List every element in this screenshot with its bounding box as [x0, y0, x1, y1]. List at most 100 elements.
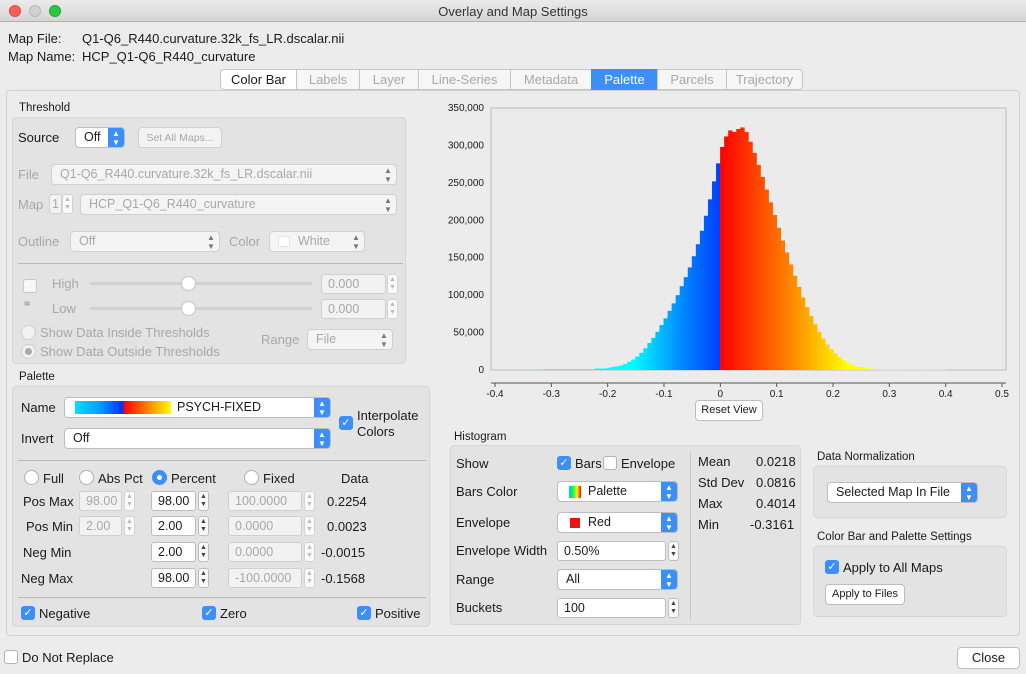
- pos-min-percent-stepper[interactable]: ▲ ▼: [198, 516, 209, 536]
- map-index-field[interactable]: 1: [49, 194, 62, 214]
- map-name-label: Map Name:: [8, 49, 76, 64]
- tab-trajectory[interactable]: Trajectory: [726, 69, 803, 90]
- x-tick-label: 0.3: [882, 389, 896, 400]
- pos-min-percent-field[interactable]: 2.00: [151, 516, 196, 536]
- pos-min-abspct-stepper[interactable]: ▲ ▼: [124, 516, 135, 536]
- pos-max-abspct-stepper[interactable]: ▲ ▼: [124, 491, 135, 511]
- tab-line-series[interactable]: Line-Series: [418, 69, 510, 90]
- histogram-bar: [562, 369, 567, 370]
- threshold-file-select[interactable]: Q1-Q6_R440.curvature.32k_fs_LR.dscalar.n…: [51, 164, 397, 185]
- neg-min-fixed-stepper[interactable]: ▲ ▼: [304, 542, 315, 562]
- interpolate-colors-checkbox[interactable]: ✓: [339, 416, 353, 430]
- tab-color-bar[interactable]: Color Bar: [220, 69, 296, 90]
- close-button[interactable]: Close: [957, 647, 1020, 669]
- high-slider[interactable]: [90, 282, 312, 285]
- histogram-bar: [586, 369, 592, 370]
- divider: [18, 263, 403, 264]
- histogram-bar: [732, 131, 737, 370]
- threshold-range-select[interactable]: File ▲ ▼: [307, 329, 393, 350]
- chevron-updown-icon: ▲ ▼: [384, 196, 392, 214]
- pos-max-percent-field[interactable]: 98.00: [151, 491, 196, 511]
- low-slider[interactable]: [90, 307, 312, 310]
- high-slider-handle[interactable]: [181, 276, 196, 291]
- envelope-width-field[interactable]: 0.50%: [557, 541, 666, 561]
- neg-max-percent-stepper[interactable]: ▲ ▼: [198, 568, 209, 588]
- do-not-replace-label: Do Not Replace: [22, 650, 114, 665]
- mode-abs-pct-radio[interactable]: [79, 470, 94, 485]
- x-tick-label: 0.5: [995, 389, 1009, 400]
- show-inside-radio[interactable]: [21, 325, 36, 340]
- negative-checkbox[interactable]: ✓: [21, 606, 35, 620]
- low-value-stepper[interactable]: ▲ ▼: [387, 299, 398, 319]
- envelope-width-stepper[interactable]: ▲ ▼: [668, 541, 679, 561]
- high-value-field[interactable]: 0.000: [321, 274, 386, 294]
- do-not-replace-checkbox[interactable]: [4, 650, 18, 664]
- map-index-stepper[interactable]: ▲ ▼: [62, 194, 73, 214]
- pos-max-abspct-field[interactable]: 98.00: [79, 491, 122, 511]
- threshold-map-select[interactable]: HCP_Q1-Q6_R440_curvature ▲ ▼: [80, 194, 397, 215]
- histogram-bar: [853, 366, 858, 370]
- bars-checkbox[interactable]: ✓: [557, 456, 571, 470]
- map-name-value: HCP_Q1-Q6_R440_curvature: [82, 49, 256, 64]
- low-slider-handle[interactable]: [181, 301, 196, 316]
- threshold-link-checkbox[interactable]: [23, 279, 37, 293]
- histogram-bar: [643, 348, 648, 370]
- neg-min-fixed-field[interactable]: 0.0000: [228, 542, 302, 562]
- invert-label: Invert: [21, 431, 54, 446]
- normalization-title: Data Normalization: [817, 451, 915, 463]
- pos-max-percent-stepper[interactable]: ▲ ▼: [198, 491, 209, 511]
- map-file-value: Q1-Q6_R440.curvature.32k_fs_LR.dscalar.n…: [82, 31, 345, 46]
- positive-checkbox[interactable]: ✓: [357, 606, 371, 620]
- palette-name-select[interactable]: PSYCH-FIXED ▲ ▼: [64, 397, 331, 418]
- x-tick-label: 0.1: [770, 389, 784, 400]
- minimize-window-icon[interactable]: [29, 5, 41, 17]
- buckets-stepper[interactable]: ▲ ▼: [668, 598, 679, 618]
- normalization-select[interactable]: Selected Map In File ▲ ▼: [827, 482, 978, 503]
- histogram-range-select[interactable]: All ▲ ▼: [557, 569, 678, 590]
- reset-view-button[interactable]: Reset View: [695, 400, 763, 421]
- envelope-checkbox[interactable]: [603, 456, 617, 470]
- high-value-stepper[interactable]: ▲ ▼: [387, 274, 398, 294]
- histogram-bar: [829, 349, 834, 370]
- apply-all-maps-checkbox[interactable]: ✓: [825, 560, 839, 574]
- stat-stddev-value: 0.0816: [756, 475, 796, 490]
- pos-min-fixed-stepper[interactable]: ▲ ▼: [304, 516, 315, 536]
- close-window-icon[interactable]: [9, 5, 21, 17]
- neg-max-percent-field[interactable]: 98.00: [151, 568, 196, 588]
- outline-color-select[interactable]: White ▲ ▼: [269, 231, 365, 252]
- tab-palette[interactable]: Palette: [591, 69, 657, 90]
- neg-max-fixed-stepper[interactable]: ▲ ▼: [304, 568, 315, 588]
- neg-min-percent-stepper[interactable]: ▲ ▼: [198, 542, 209, 562]
- buckets-field[interactable]: 100: [557, 598, 666, 618]
- low-value-field[interactable]: 0.000: [321, 299, 386, 319]
- mode-percent-radio[interactable]: [152, 470, 167, 485]
- histogram-bar: [942, 369, 947, 370]
- red-swatch-icon: [570, 518, 580, 528]
- tab-labels[interactable]: Labels: [296, 69, 359, 90]
- neg-max-fixed-field[interactable]: -100.0000: [228, 568, 302, 588]
- zoom-window-icon[interactable]: [49, 5, 61, 17]
- mode-full-radio[interactable]: [24, 470, 39, 485]
- histogram-chart[interactable]: 0 50,000 100,000 150,000 200,000 250,000 300,0…: [436, 96, 1016, 426]
- tab-layer[interactable]: Layer: [359, 69, 418, 90]
- invert-select[interactable]: Off ▲ ▼: [64, 428, 331, 449]
- bars-color-select[interactable]: Palette ▲ ▼: [557, 481, 678, 502]
- source-select[interactable]: Off ▲ ▼: [75, 127, 125, 148]
- tab-metadata[interactable]: Metadata: [510, 69, 591, 90]
- envelope-color-select[interactable]: Red ▲ ▼: [557, 512, 678, 533]
- neg-min-percent-field[interactable]: 2.00: [151, 542, 196, 562]
- pos-max-fixed-field[interactable]: 100.0000: [228, 491, 302, 511]
- zero-checkbox[interactable]: ✓: [202, 606, 216, 620]
- pos-min-abspct-field[interactable]: 2.00: [79, 516, 122, 536]
- outline-select[interactable]: Off ▲ ▼: [70, 231, 220, 252]
- histogram-bar: [610, 367, 616, 370]
- chevron-updown-icon: ▲ ▼: [661, 482, 677, 501]
- set-all-maps-button[interactable]: Set All Maps...: [138, 127, 222, 148]
- tab-parcels[interactable]: Parcels: [657, 69, 726, 90]
- show-outside-radio[interactable]: [21, 344, 36, 359]
- apply-to-files-button[interactable]: Apply to Files: [825, 584, 905, 605]
- bars-color-label: Bars Color: [456, 484, 518, 499]
- pos-max-fixed-stepper[interactable]: ▲ ▼: [304, 491, 315, 511]
- pos-min-fixed-field[interactable]: 0.0000: [228, 516, 302, 536]
- mode-fixed-radio[interactable]: [244, 470, 259, 485]
